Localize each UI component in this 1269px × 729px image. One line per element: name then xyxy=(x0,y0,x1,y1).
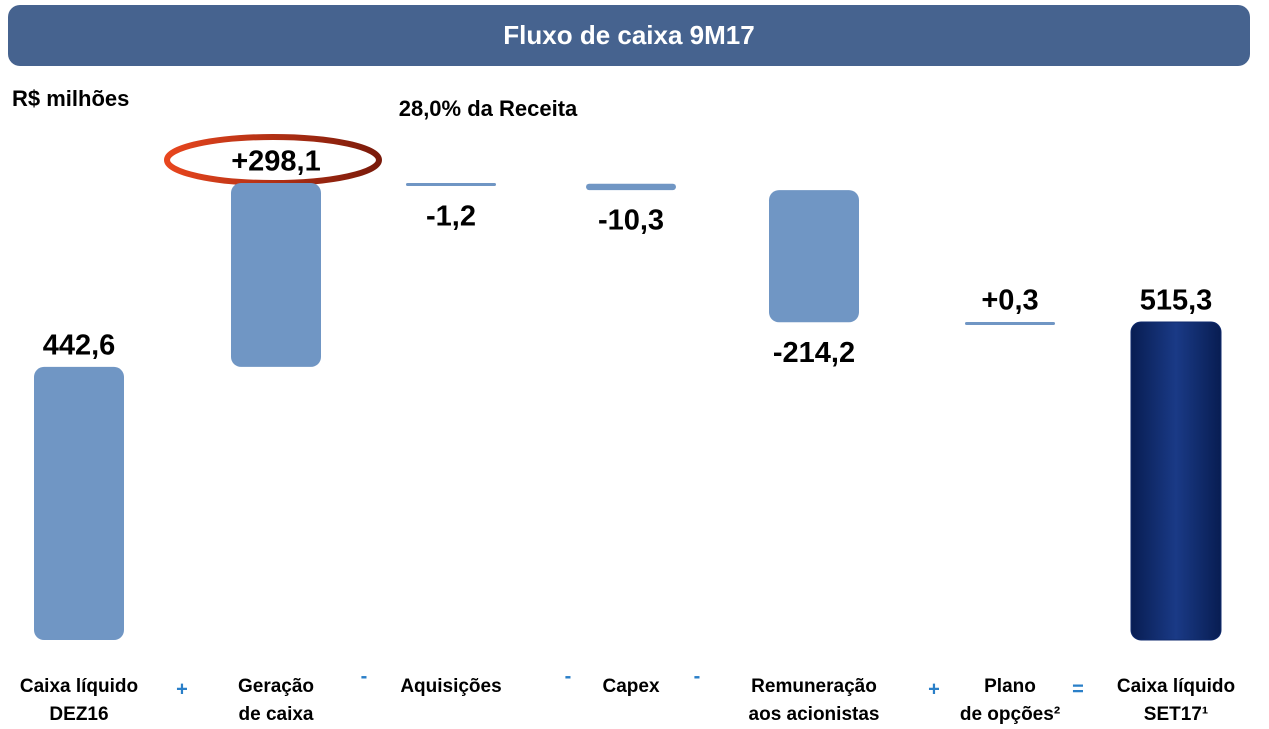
operator: + xyxy=(928,678,940,700)
value-label: -1,2 xyxy=(426,201,476,233)
category-label: aos acionistas xyxy=(749,704,880,725)
chart-title: Fluxo de caixa 9M17 xyxy=(503,20,754,50)
bar xyxy=(231,182,321,367)
operator: + xyxy=(176,678,188,700)
category-label: SET17¹ xyxy=(1144,704,1208,725)
category-label: de opções² xyxy=(960,704,1060,725)
value-label: -214,2 xyxy=(773,337,855,369)
operator: = xyxy=(1072,678,1084,700)
annotation: 28,0% da Receita xyxy=(399,96,578,121)
bar xyxy=(1130,321,1222,641)
category-label: de caixa xyxy=(239,704,314,725)
value-label: 442,6 xyxy=(43,330,116,362)
bar xyxy=(406,182,496,186)
value-label: 515,3 xyxy=(1140,285,1213,317)
category-label: Caixa líquido xyxy=(1117,676,1235,697)
category-label: Caixa líquido xyxy=(20,676,138,697)
operator: - xyxy=(565,665,572,687)
value-label: +298,1 xyxy=(231,146,321,178)
category-label: Aquisições xyxy=(400,676,501,697)
unit-label: R$ milhões xyxy=(12,86,129,111)
operator: - xyxy=(694,665,701,687)
bar xyxy=(586,183,676,191)
category-label: Capex xyxy=(602,676,659,697)
value-label: +0,3 xyxy=(981,285,1038,317)
category-label: Plano xyxy=(984,676,1036,697)
operator: - xyxy=(361,665,368,687)
header-bar xyxy=(8,5,1250,66)
value-label: -10,3 xyxy=(598,205,664,237)
bar xyxy=(34,366,124,640)
bar xyxy=(769,190,859,323)
category-label: DEZ16 xyxy=(49,704,108,725)
bar xyxy=(965,322,1055,326)
category-label: Geração xyxy=(238,676,314,697)
category-label: Remuneração xyxy=(751,676,877,697)
